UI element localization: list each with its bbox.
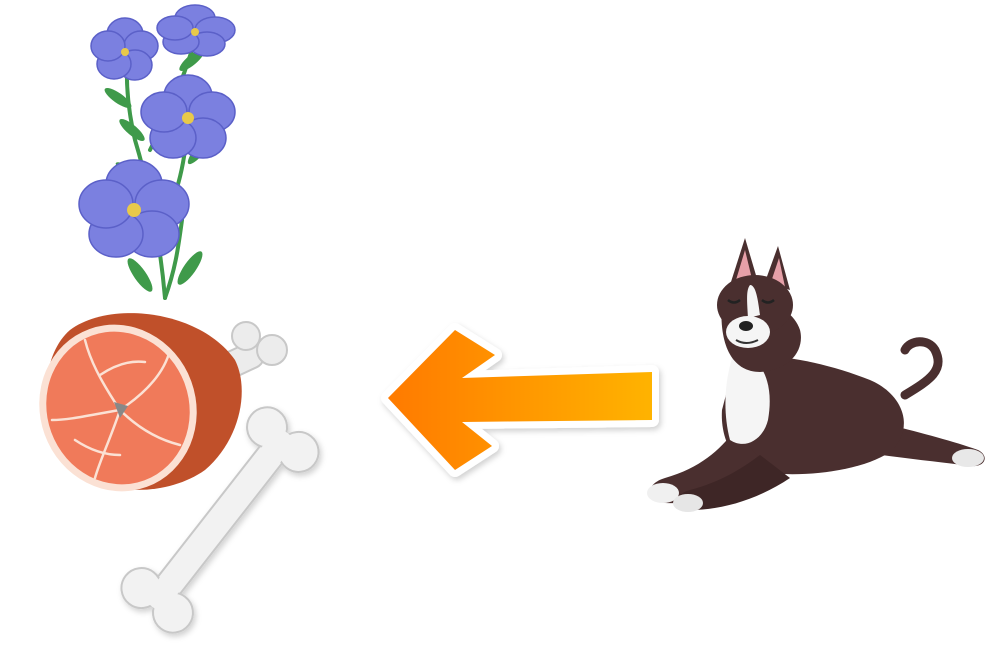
bone-icon [120, 406, 320, 634]
blue-flax-flower-icon [78, 4, 236, 300]
left-arrow-icon [381, 323, 659, 477]
ham-leg-icon [39, 313, 288, 492]
pit-bull-dog-icon [647, 238, 985, 512]
